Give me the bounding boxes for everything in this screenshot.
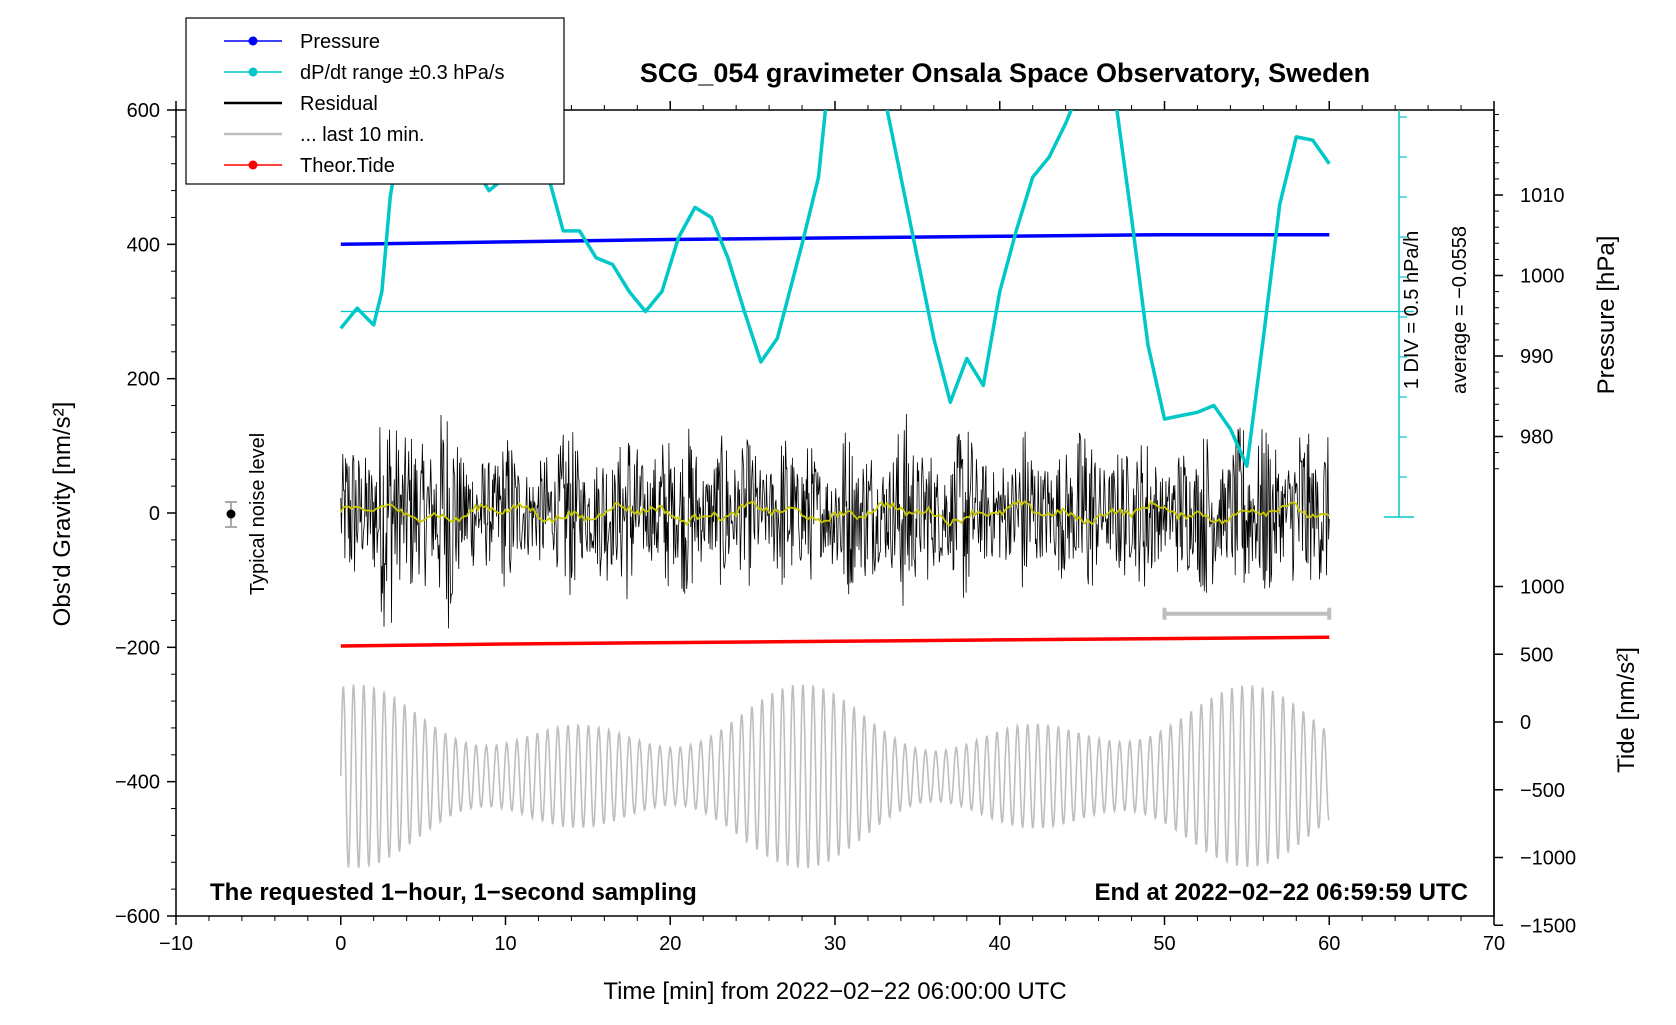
- legend-marker-pressure: [248, 36, 258, 46]
- last10-oscillation-line: [340, 684, 1330, 869]
- legend: Pressure dP/dt range ±0.3 hPa/s Residual…: [185, 17, 565, 185]
- noise-point: [226, 509, 236, 519]
- legend-item-dpdt: dP/dt range ±0.3 hPa/s: [224, 62, 504, 84]
- pressure-tick-label: 990: [1520, 346, 1553, 368]
- residual-line: [340, 413, 1330, 629]
- tide-tick-label: 1000: [1520, 577, 1565, 599]
- legend-label-dpdt: dP/dt range ±0.3 hPa/s: [300, 62, 504, 84]
- legend-marker-tide: [248, 160, 258, 170]
- pressure-line: [340, 232, 1330, 247]
- noise-label: Typical noise level: [247, 433, 269, 595]
- series-layer: [339, 110, 1332, 869]
- legend-item-residual: Residual: [224, 93, 378, 115]
- legend-marker-dpdt: [248, 67, 258, 77]
- x-tick-label: 50: [1153, 933, 1175, 955]
- y-axis-title-left: Obs'd Gravity [nm/s²]: [49, 402, 76, 627]
- x-tick-label: 0: [335, 933, 346, 955]
- legend-item-tide: Theor.Tide: [224, 155, 395, 177]
- y-tick-label: 200: [127, 369, 160, 391]
- div-label: 1 DIV = 0.5 hPa/h: [1401, 231, 1423, 389]
- x-tick-label: 30: [824, 933, 846, 955]
- residual-smoothed-line: [339, 499, 1330, 527]
- x-axis-title: Time [min] from 2022−02−22 06:00:00 UTC: [603, 978, 1066, 1005]
- y-tick-label: 0: [149, 503, 160, 525]
- tide-tick-label: 0: [1520, 712, 1531, 734]
- y-tick-label: −400: [115, 772, 160, 794]
- y-axis-title-pressure: Pressure [hPa]: [1593, 236, 1620, 395]
- legend-box: [185, 17, 565, 185]
- footer-right: End at 2022−02−22 06:59:59 UTC: [1094, 879, 1468, 906]
- legend-label-pressure: Pressure: [300, 31, 380, 53]
- x-tick-label: 70: [1483, 933, 1505, 955]
- ticks-layer: −10 0 10 20 30 40 50 60 70 600 400 200 0 −200 −400 −600…: [115, 100, 1576, 955]
- tide-tick-label: −500: [1520, 780, 1565, 802]
- x-tick-label: 60: [1318, 933, 1340, 955]
- pressure-tick-label: 980: [1520, 427, 1553, 449]
- y-tick-label: 600: [127, 100, 160, 122]
- y-axis-title-tide: Tide [nm/s²]: [1613, 647, 1640, 773]
- y-tick-label: 400: [127, 234, 160, 256]
- x-tick-label: −10: [159, 933, 193, 955]
- footer-left: The requested 1−hour, 1−second sampling: [210, 879, 697, 906]
- x-tick-label: 10: [494, 933, 516, 955]
- pressure-tick-label: 1010: [1520, 185, 1565, 207]
- x-tick-label: 40: [989, 933, 1011, 955]
- legend-item-pressure: Pressure: [224, 31, 380, 53]
- tide-tick-label: −1000: [1520, 848, 1576, 870]
- pressure-tick-label: 1000: [1520, 266, 1565, 288]
- chart-title: SCG_054 gravimeter Onsala Space Observat…: [640, 58, 1370, 88]
- y-tick-label: −600: [115, 906, 160, 928]
- legend-label-tide: Theor.Tide: [300, 155, 395, 177]
- tide-tick-label: 500: [1520, 644, 1553, 666]
- tide-tick-label: −1500: [1520, 915, 1576, 937]
- average-label: average = −0.0558: [1449, 226, 1471, 394]
- legend-item-last10: ... last 10 min.: [224, 124, 425, 146]
- legend-label-last10: ... last 10 min.: [300, 124, 425, 146]
- theor-tide-line: [340, 635, 1330, 648]
- legend-label-residual: Residual: [300, 93, 378, 115]
- x-tick-label: 20: [659, 933, 681, 955]
- y-tick-label: −200: [115, 637, 160, 659]
